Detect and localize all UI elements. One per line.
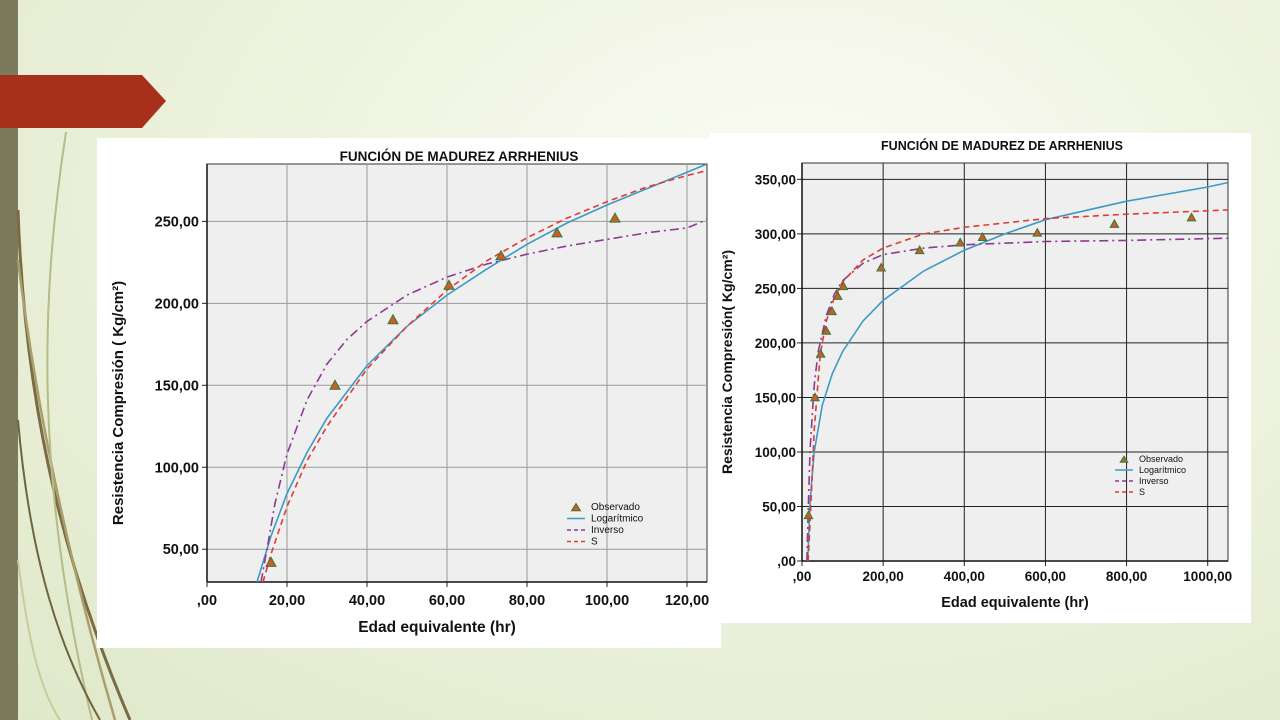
series-line-solid <box>256 164 707 582</box>
observed-point <box>329 379 341 390</box>
y-tick-label: ,00 <box>777 554 796 569</box>
observed-point <box>387 313 399 325</box>
observed-point <box>265 556 277 567</box>
legend-swatch-observed <box>570 502 582 512</box>
chart-title: FUNCIÓN DE MADUREZ DE ARRHENIUS <box>881 138 1123 153</box>
plot-series-group <box>803 181 1228 561</box>
observed-point <box>1186 212 1197 222</box>
section-arrow-shape <box>0 75 166 128</box>
series-line-dashdot <box>260 218 707 582</box>
observed-point <box>815 348 826 358</box>
swoosh-line <box>16 259 117 720</box>
y-tick-label: 100,00 <box>155 460 199 476</box>
y-tick-label: 100,00 <box>755 445 796 460</box>
chart-left: ,00 20,00 40,00 60,00 80,00 100,00 120,00 50,00… <box>110 149 709 636</box>
observed-point <box>803 509 814 520</box>
y-tick-label: 250,00 <box>155 214 199 230</box>
slide-side-bar <box>0 0 18 720</box>
decorative-swooshes <box>16 131 132 720</box>
legend-entry: S <box>1139 487 1145 497</box>
plot-area <box>801 162 1229 562</box>
x-axis-label: Edad equivalente (hr) <box>941 595 1089 611</box>
observed-point <box>832 290 843 300</box>
chart-panel-right: ,00 200,00 400,00 600,00 800,00 1000,00 ,00 50,… <box>710 133 1251 623</box>
x-tick-label: 800,00 <box>1106 569 1147 584</box>
x-tick-label: 200,00 <box>862 569 903 584</box>
x-tick-label: 400,00 <box>944 569 985 584</box>
legend-entry: Inverso <box>1139 476 1169 486</box>
plot-series-group <box>256 164 707 582</box>
y-axis-label: Resistencia Compresión ( Kg/cm²) <box>110 281 127 525</box>
y-tick-label: 250,00 <box>755 281 796 296</box>
series-line-dashed <box>807 209 1228 561</box>
chart-panel-left: ,00 20,00 40,00 60,00 80,00 100,00 120,00 50,00… <box>97 138 721 648</box>
x-tick-label: 60,00 <box>429 593 465 609</box>
observed-point <box>955 237 966 247</box>
y-tick-label: 150,00 <box>755 390 796 405</box>
chart-right: ,00 200,00 400,00 600,00 800,00 1000,00 ,00 50,… <box>719 138 1232 611</box>
observed-point <box>495 249 507 261</box>
y-tick-label: 300,00 <box>755 227 796 242</box>
swoosh-line <box>46 131 93 720</box>
legend-entry: Inverso <box>591 525 624 536</box>
legend-swatch-observed <box>1119 455 1129 463</box>
observed-point <box>1109 218 1120 228</box>
y-tick-label: 150,00 <box>155 378 199 394</box>
x-tick-label: ,00 <box>793 569 812 584</box>
observed-point <box>826 306 838 316</box>
legend-entry: Logarítmico <box>591 514 644 525</box>
legend-entry: S <box>591 537 598 548</box>
x-tick-label: 40,00 <box>349 593 385 609</box>
x-tick-label: 600,00 <box>1025 569 1066 584</box>
y-tick-label: 50,00 <box>762 499 796 514</box>
observed-point <box>914 245 925 255</box>
swoosh-line <box>17 559 61 720</box>
plot-area <box>206 163 708 583</box>
y-tick-label: 50,00 <box>163 542 199 558</box>
x-tick-label: 120,00 <box>665 593 709 609</box>
observed-point <box>809 392 821 402</box>
x-axis-label: Edad equivalente (hr) <box>358 619 516 636</box>
observed-point <box>821 325 832 335</box>
series-line-dashed <box>262 169 707 582</box>
y-tick-label: 200,00 <box>155 296 199 312</box>
observed-point <box>609 212 621 223</box>
legend-entry: Observado <box>1139 454 1183 464</box>
observed-point <box>1032 227 1043 237</box>
x-tick-label: 100,00 <box>585 593 629 609</box>
x-tick-label: ,00 <box>197 593 217 609</box>
legend-entry: Logarítmico <box>1139 465 1186 475</box>
y-tick-label: 350,00 <box>755 172 796 187</box>
observed-point <box>876 262 887 272</box>
observed-point <box>551 226 563 238</box>
chart-title: FUNCIÓN DE MADUREZ ARRHENIUS <box>340 149 579 164</box>
y-tick-label: 200,00 <box>755 336 796 351</box>
x-tick-label: 80,00 <box>509 593 545 609</box>
series-line-solid <box>806 181 1228 561</box>
y-axis-label: Resistencia Compresión( Kg/cm²) <box>719 250 735 474</box>
observed-point <box>838 280 849 291</box>
observed-point <box>443 279 455 290</box>
swoosh-line <box>17 419 101 720</box>
x-tick-label: 20,00 <box>269 593 305 609</box>
observed-point <box>977 231 988 242</box>
x-tick-label: 1000,00 <box>1183 569 1232 584</box>
legend-entry: Observado <box>591 502 640 513</box>
